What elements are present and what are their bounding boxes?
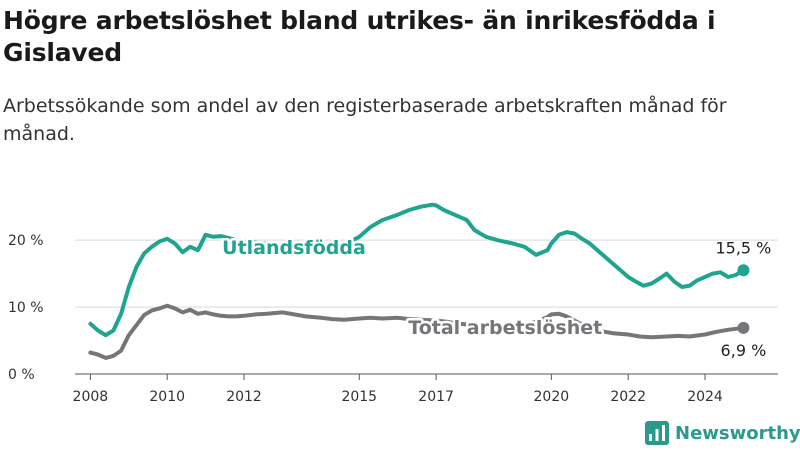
series-labels: 15,5 % 6,9 % Utlandsfödda Total arbetslöshe… [220,234,772,360]
series-end-point [737,321,750,334]
x-tick-label: 2020 [534,389,570,405]
chart-title: Högre arbetslöshet bland utrikes- än inr… [3,6,716,67]
x-tick-label: 2008 [73,389,109,405]
x-tick-label: 2024 [687,389,723,405]
series-name-label: Utlandsfödda [222,237,366,259]
x-axis: 2008 2010 2012 2015 2017 2020 2022 2024 [73,374,723,405]
x-tick-label: 2015 [341,389,377,405]
x-tick-label: 2022 [610,389,646,405]
y-tick-label: 0 % [8,367,35,383]
newsworthy-logo[interactable]: Newsworthy [645,421,800,445]
x-tick-label: 2010 [149,389,185,405]
x-tick-label: 2017 [418,389,454,405]
brand-name: Newsworthy [675,422,800,444]
series-end-value-label: 15,5 % [715,238,771,257]
bar-chart-logo-icon [645,421,669,445]
y-tick-label: 10 % [8,300,44,316]
series-line-0 [88,202,746,338]
y-tick-label: 20 % [8,233,44,249]
x-tick-label: 2012 [226,389,262,405]
chart-subtitle: Arbetssökande som andel av den registerb… [3,95,727,145]
series-end-value-label: 6,9 % [721,341,767,360]
series-lines [88,202,750,360]
series-line-1 [88,303,746,360]
grid-lines: 0 % 10 % 20 % [8,233,778,383]
series-end-point [737,264,750,277]
series-name-label: Total arbetslöshet [408,317,602,339]
